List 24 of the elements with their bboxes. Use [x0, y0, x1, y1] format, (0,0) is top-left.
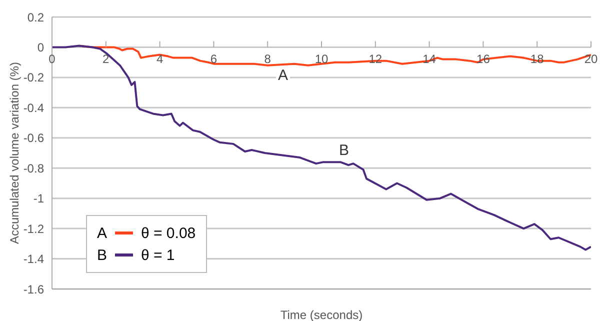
y-tick-label: 0.2	[27, 10, 44, 24]
y-tick-label: -0.4	[23, 100, 44, 115]
legend-label: θ = 0.08	[141, 224, 196, 242]
text: B	[339, 142, 350, 159]
x-tick-label: 10	[314, 52, 328, 66]
y-tick-label: -1.2	[23, 222, 44, 236]
y-tick-label: -0.2	[23, 70, 44, 85]
x-tick-label: 20	[584, 52, 598, 66]
y-tick-label: -1.6	[23, 282, 44, 296]
legend-label: θ = 1	[141, 246, 175, 264]
y-tick-label: -1	[33, 192, 44, 206]
x-tick-label: 8	[264, 52, 272, 66]
y-axis-title: Accumulated volume variation (%)	[7, 62, 22, 244]
x-tick-label: 6	[210, 52, 218, 66]
x-tick-label: 4	[156, 52, 164, 66]
annotation: B	[97, 246, 108, 264]
y-tick-label: -0.6	[23, 131, 44, 146]
x-tick-label: 0	[48, 52, 56, 66]
y-tick-label: 0	[37, 40, 44, 54]
y-tick-label: -0.8	[23, 161, 44, 176]
x-tick-label: 2	[102, 52, 110, 66]
y-tick-label: -1.4	[23, 252, 44, 266]
annotation: A	[97, 224, 108, 242]
text: A	[278, 67, 288, 84]
